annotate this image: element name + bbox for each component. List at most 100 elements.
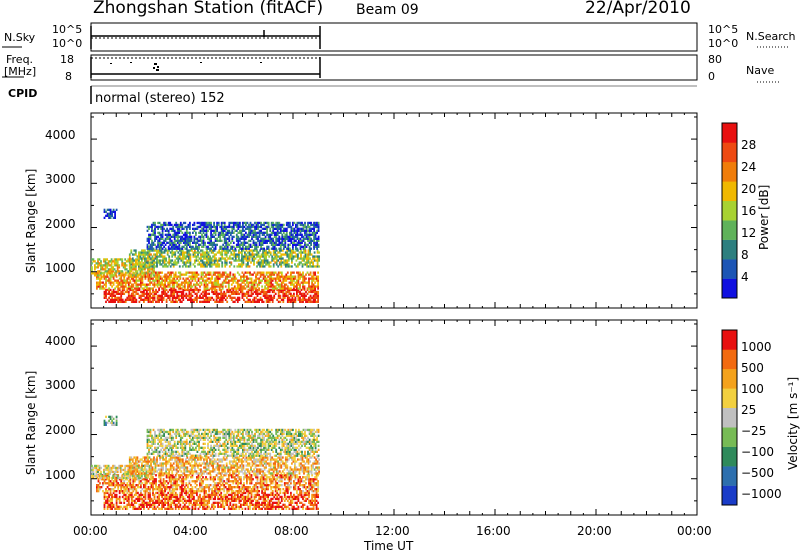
data-cell — [274, 501, 277, 504]
data-cell — [106, 474, 109, 477]
data-cell — [121, 486, 124, 489]
data-cell — [149, 497, 151, 501]
data-cell — [172, 227, 175, 230]
data-cell — [167, 474, 170, 477]
data-cell — [109, 288, 112, 292]
data-cell — [226, 243, 229, 246]
data-cell — [203, 493, 206, 497]
data-cell — [135, 300, 138, 303]
data-cell — [111, 503, 113, 506]
data-cell — [250, 279, 253, 282]
data-cell — [200, 283, 203, 286]
data-cell — [209, 484, 212, 487]
data-cell — [215, 294, 218, 297]
data-cell — [223, 239, 226, 242]
data-cell — [278, 223, 281, 227]
data-cell — [308, 237, 311, 240]
data-cell — [164, 486, 166, 489]
data-cell — [232, 281, 235, 284]
data-cell — [190, 495, 192, 499]
data-cell — [214, 229, 217, 232]
data-cell — [221, 292, 224, 295]
data-cell — [232, 300, 235, 303]
data-cell — [170, 493, 173, 497]
data-cell — [111, 281, 113, 284]
data-cell — [317, 239, 320, 242]
data-cell — [168, 499, 171, 502]
data-cell — [290, 239, 293, 242]
data-cell — [182, 221, 185, 225]
data-cell — [206, 283, 209, 286]
data-cell — [278, 241, 281, 244]
data-cell — [139, 251, 142, 254]
nsearch-tick-high: 10^5 — [708, 23, 739, 36]
data-cell — [267, 300, 269, 303]
data-cell — [243, 495, 245, 499]
data-cell — [256, 251, 258, 254]
data-cell — [164, 288, 166, 292]
data-cell — [212, 251, 214, 254]
data-cell — [292, 257, 295, 260]
data-cell — [290, 288, 292, 292]
data-cell — [192, 251, 195, 254]
data-cell — [306, 505, 309, 508]
data-cell — [209, 296, 212, 299]
data-cell — [220, 283, 223, 286]
data-cell — [288, 503, 291, 506]
data-cell — [189, 225, 191, 229]
data-cell — [155, 474, 157, 477]
data-cell — [209, 279, 212, 282]
data-cell — [111, 482, 113, 485]
data-cell — [125, 264, 128, 267]
data-cell — [280, 288, 283, 292]
data-cell — [238, 495, 241, 499]
data-cell — [236, 285, 239, 288]
data-cell — [282, 235, 285, 238]
data-cell — [218, 263, 221, 266]
data-cell — [227, 279, 230, 282]
data-cell — [267, 225, 270, 229]
data-cell — [138, 261, 140, 264]
data-cell — [296, 283, 298, 286]
data-cell — [229, 231, 232, 234]
data-cell — [177, 283, 180, 286]
data-cell — [105, 279, 107, 282]
data-cell — [299, 298, 301, 301]
data-cell — [103, 258, 105, 261]
data-cell — [137, 273, 139, 276]
data-cell — [309, 273, 312, 276]
data-cell — [181, 225, 184, 229]
data-cell — [177, 501, 180, 504]
data-cell — [267, 247, 270, 250]
data-cell — [185, 499, 188, 502]
data-cell — [188, 503, 191, 506]
data-cell — [114, 476, 116, 479]
data-cell — [220, 294, 223, 297]
data-cell — [140, 296, 142, 299]
data-cell — [300, 261, 302, 264]
data-cell — [173, 229, 176, 232]
data-cell — [148, 249, 151, 252]
data-cell — [130, 249, 133, 252]
data-cell — [203, 505, 206, 508]
data-cell — [271, 503, 274, 506]
data-cell — [290, 271, 292, 274]
data-cell — [155, 486, 157, 489]
data-cell — [179, 221, 182, 225]
data-cell — [146, 478, 148, 481]
data-cell — [206, 255, 208, 258]
data-cell — [185, 235, 188, 238]
data-cell — [291, 296, 294, 299]
data-cell — [165, 249, 167, 252]
data-cell — [129, 486, 132, 489]
data-cell — [203, 271, 206, 274]
data-cell — [270, 281, 273, 284]
data-cell — [200, 275, 203, 278]
data-cell — [112, 484, 115, 487]
data-cell — [221, 294, 224, 297]
data-cell — [300, 505, 303, 508]
data-cell — [194, 265, 196, 268]
data-cell — [308, 229, 311, 232]
data-cell — [284, 233, 287, 236]
data-cell — [163, 223, 165, 227]
